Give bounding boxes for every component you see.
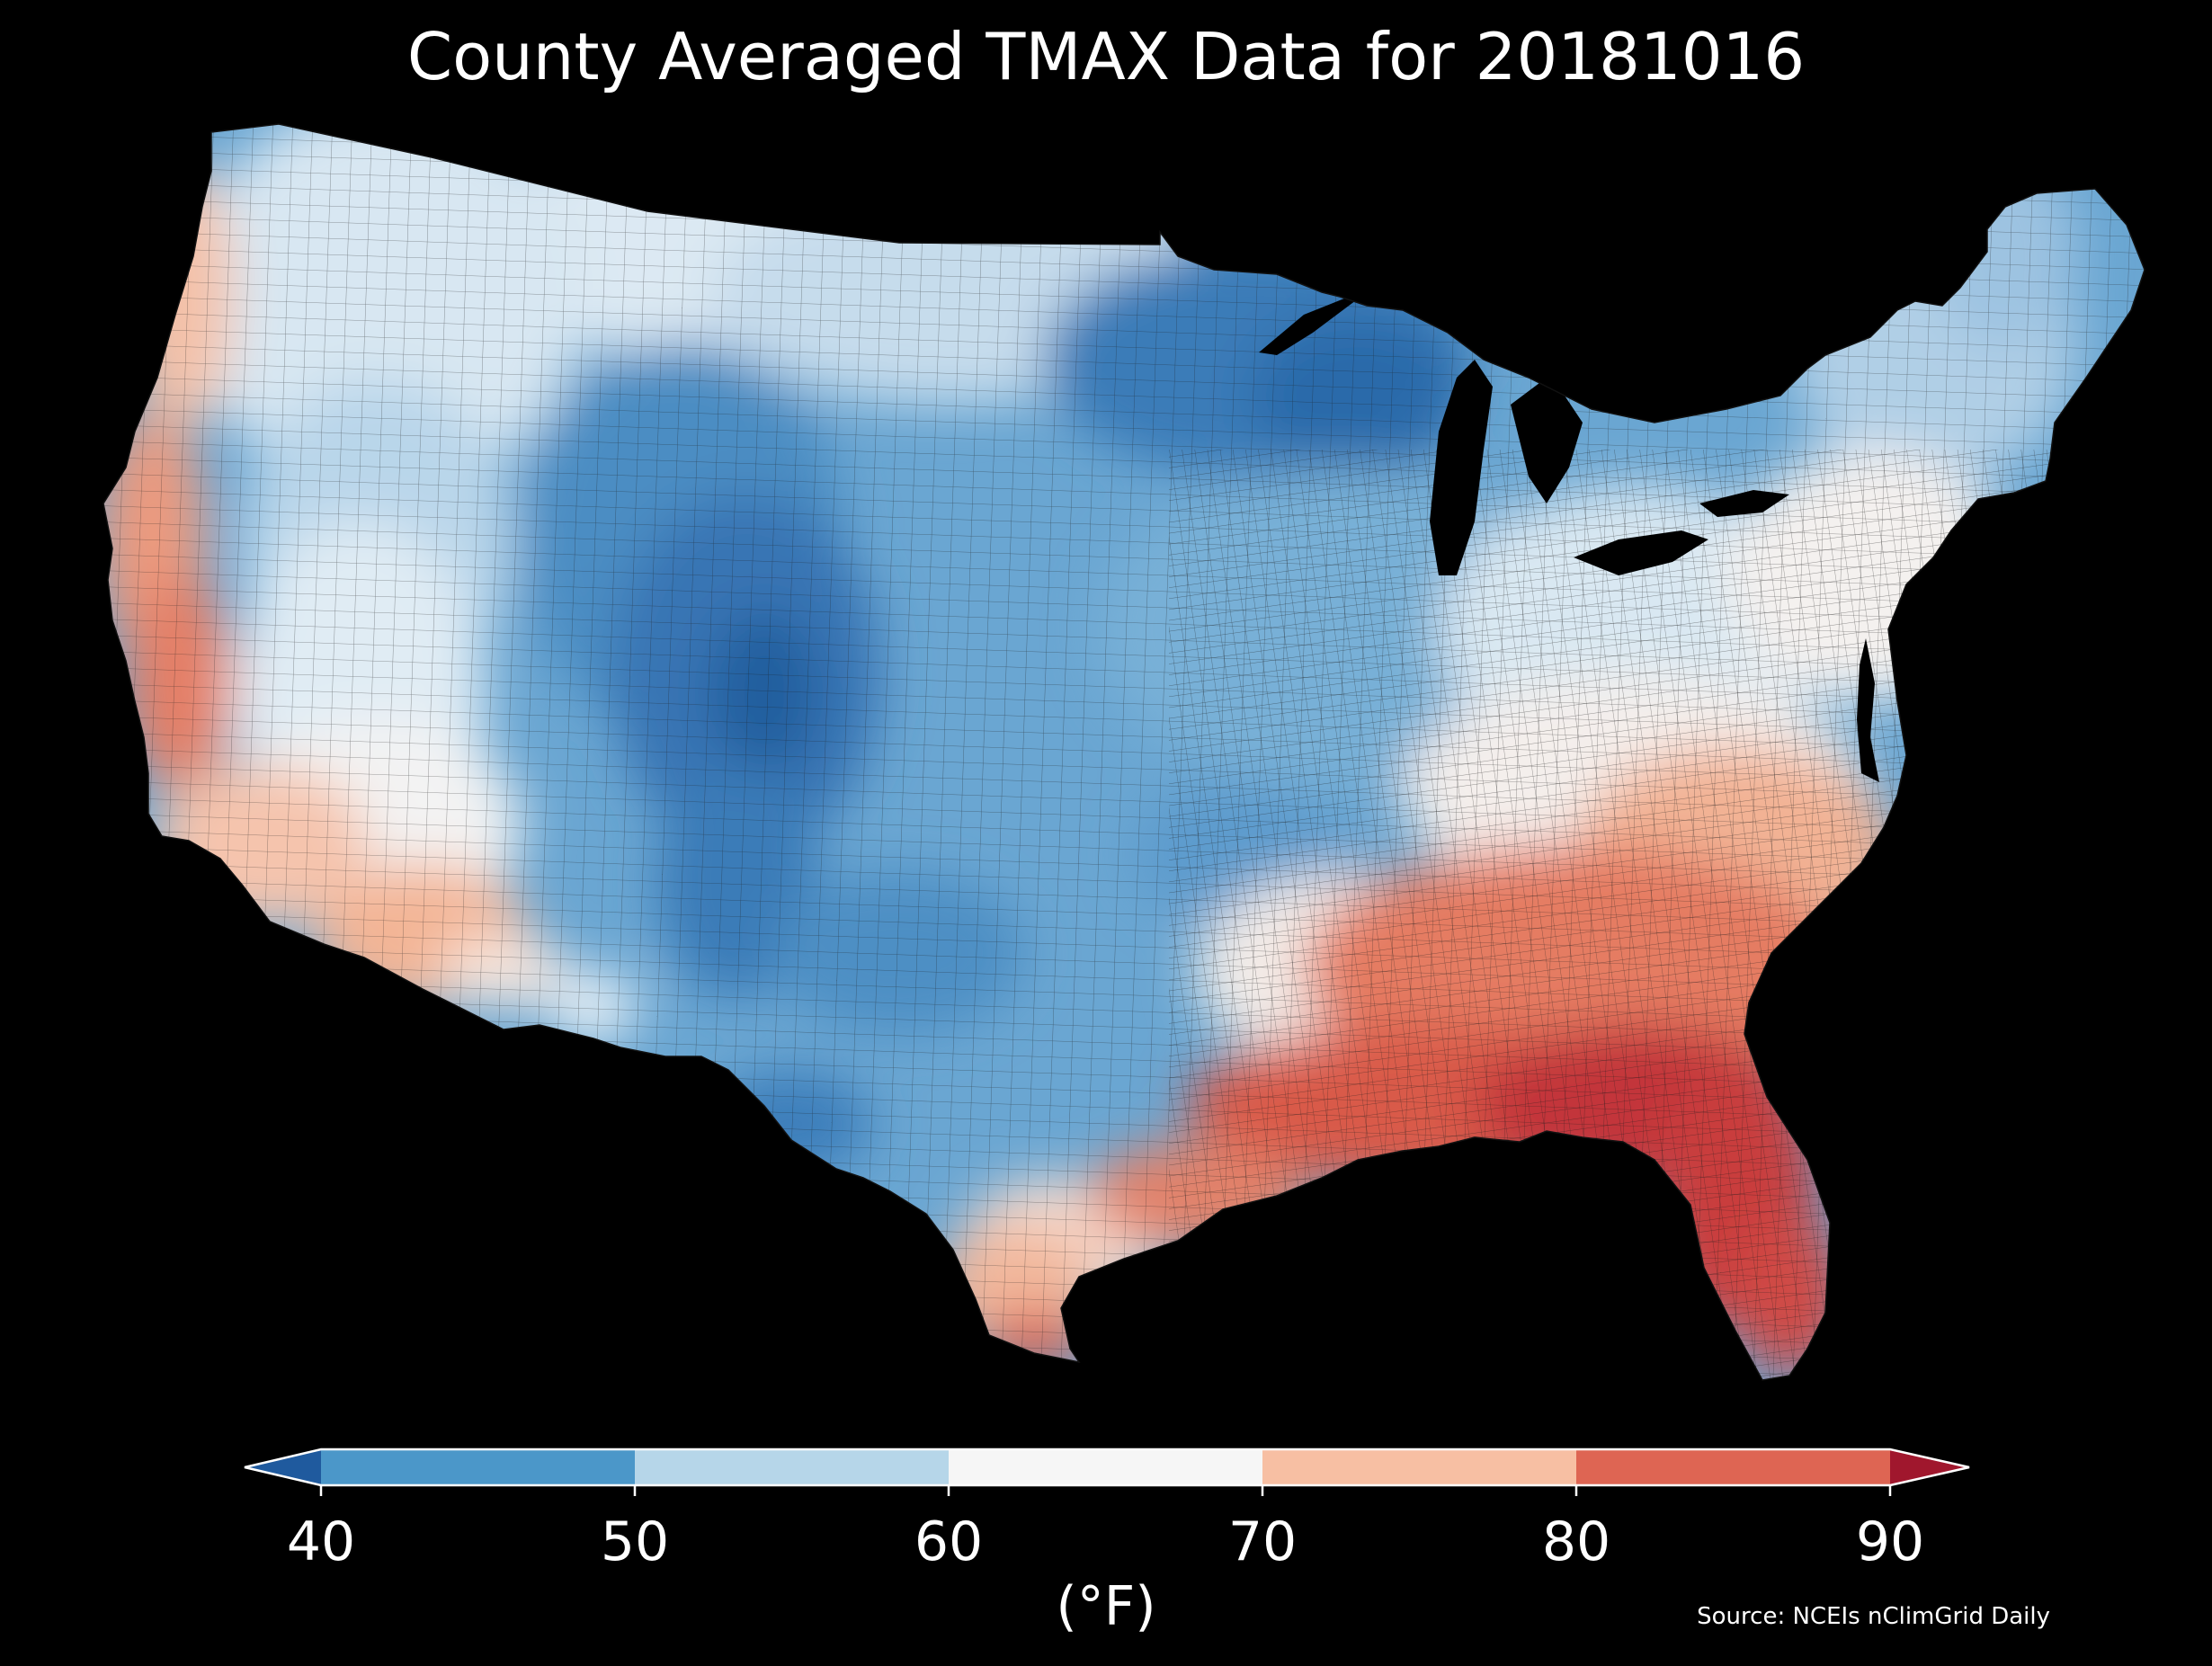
colorbar-tick-label: 60 [914, 1510, 984, 1573]
colorbar-bin-60-70 [949, 1449, 1262, 1485]
source-credit: Source: NCEIs nClimGrid Daily [1697, 1603, 2050, 1630]
colorbar-tick-label: 80 [1541, 1510, 1611, 1573]
colorbar-tick-label: 90 [1855, 1510, 1925, 1573]
great-lakes [1259, 286, 1789, 575]
colorbar-extend-high [1890, 1449, 1969, 1485]
colorbar-bin-70-80 [1262, 1449, 1576, 1485]
colorbar-bin-80-90 [1576, 1449, 1890, 1485]
colorbar-tick-label: 50 [600, 1510, 670, 1573]
colorbar-ticks [319, 1485, 1892, 1496]
colorbar-bin-40-50 [321, 1449, 635, 1485]
colorbar-unit-label: (°F) [1056, 1575, 1156, 1638]
us-outline [103, 123, 2145, 1381]
colorbar-bin-50-60 [635, 1449, 949, 1485]
chesapeake-bay [1857, 638, 1879, 782]
colorbar-tick-label: 40 [286, 1510, 356, 1573]
colorbar-extend-low [245, 1449, 321, 1485]
colorbar-tick-label: 70 [1227, 1510, 1298, 1573]
map-title: County Averaged TMAX Data for 20181016 [406, 19, 1806, 94]
